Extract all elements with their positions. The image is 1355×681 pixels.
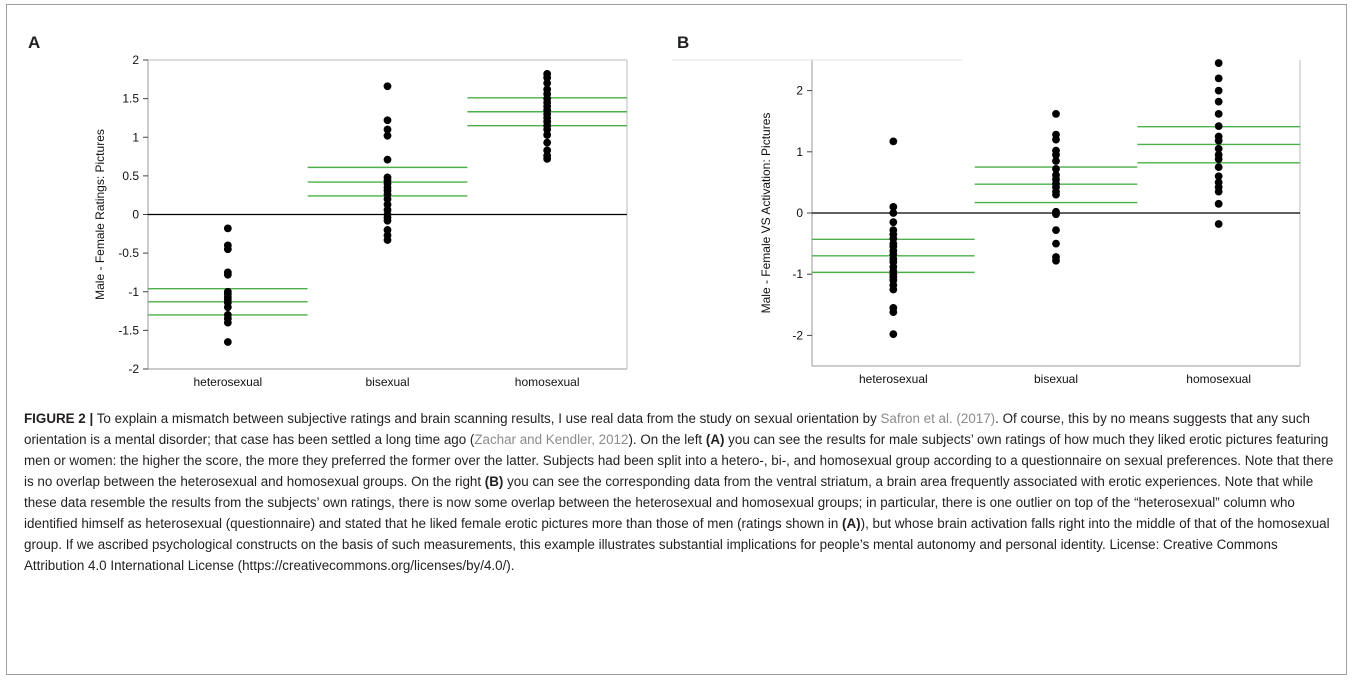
data-point — [383, 216, 392, 225]
figure-charts: 2 1.5 1 0.5 0 -0.5 -1 -1.5 -2 Male - Female Ratin… — [93, 53, 1301, 389]
data-point — [383, 82, 392, 91]
data-point — [1214, 74, 1223, 83]
panel-label-b: B — [677, 33, 690, 52]
data-point — [1214, 172, 1223, 181]
y-tick-label: 1.5 — [122, 92, 139, 106]
data-point — [223, 318, 232, 327]
data-point — [1214, 220, 1223, 228]
y-tick-label: -1 — [792, 267, 803, 281]
data-point — [383, 155, 392, 164]
data-point — [1214, 97, 1223, 106]
x-tick-label: heterosexual — [193, 375, 262, 389]
data-point — [543, 125, 552, 134]
caption-citation-zachar[interactable]: Zachar and Kendler, 2012 — [474, 432, 629, 447]
figure-caption: FIGURE 2 | To explain a mismatch between… — [24, 408, 1336, 576]
y-tick-label: -1.5 — [118, 323, 139, 337]
data-point — [889, 137, 898, 146]
data-point — [1214, 163, 1223, 172]
chart-a: 2 1.5 1 0.5 0 -0.5 -1 -1.5 -2 Male - Female Ratin… — [93, 53, 628, 389]
data-point — [383, 195, 392, 203]
data-point — [1052, 210, 1060, 219]
data-point — [1214, 86, 1223, 95]
y-tick-label: -0.5 — [118, 246, 139, 260]
data-point — [383, 226, 392, 234]
chart-b: 2 1 0 -1 -2 Male - Female VS Activation: Pict… — [672, 59, 1301, 386]
caption-citation-safron[interactable]: Safron et al. (2017) — [880, 411, 996, 426]
y-axis-label: Male - Female Ratings: Pictures — [93, 129, 107, 300]
data-point — [889, 330, 898, 339]
x-tick-label: homosexual — [1186, 372, 1251, 386]
data-point — [1052, 109, 1060, 118]
data-point — [383, 236, 392, 244]
data-point — [1214, 199, 1223, 208]
data-point — [383, 200, 392, 209]
data-point — [1052, 135, 1060, 144]
caption-text-2: . Of course, this by no means suggests t… — [24, 411, 1310, 447]
data-point — [223, 338, 232, 346]
data-point — [1214, 187, 1223, 196]
data-point — [383, 131, 392, 140]
y-tick-label: 1 — [796, 145, 803, 159]
data-point — [1052, 157, 1060, 165]
caption-text-1: To explain a mismatch between subjective… — [93, 411, 881, 426]
x-tick-label: bisexual — [365, 375, 409, 389]
caption-text-6: ), but whose brain activation falls righ… — [24, 516, 1330, 573]
y-tick-label: 2 — [796, 84, 803, 98]
data-point — [889, 285, 898, 294]
y-tick-label: 0 — [796, 206, 803, 220]
data-point — [223, 303, 232, 312]
caption-text-4: you can see the results for male subject… — [24, 432, 1334, 489]
y-tick-label: 1 — [132, 130, 139, 144]
caption-label: FIGURE 2 | — [24, 411, 94, 426]
data-point — [1052, 239, 1060, 248]
data-point — [889, 308, 898, 317]
data-point — [543, 146, 552, 155]
data-point — [1214, 59, 1223, 67]
data-point — [1052, 165, 1060, 173]
caption-ref-a-second: (A) — [842, 516, 861, 531]
data-point — [223, 245, 232, 254]
data-point — [1214, 144, 1223, 153]
y-tick-label: 2 — [132, 53, 139, 67]
data-point — [1214, 155, 1223, 164]
data-point — [223, 270, 232, 279]
x-tick-label: bisexual — [1034, 372, 1078, 386]
data-point — [889, 218, 898, 227]
data-point — [543, 79, 552, 88]
data-point — [383, 116, 392, 125]
data-point — [543, 154, 552, 163]
data-point — [223, 224, 232, 233]
y-tick-label: -2 — [792, 328, 803, 342]
data-point — [1214, 109, 1223, 118]
y-tick-label: 0 — [132, 208, 139, 222]
data-point — [1052, 150, 1060, 159]
x-tick-label: homosexual — [515, 375, 580, 389]
data-point — [1214, 122, 1223, 130]
data-point — [1214, 136, 1223, 145]
caption-text-5: you can see the corresponding data from … — [24, 474, 1314, 531]
data-point — [543, 131, 552, 139]
data-point — [889, 209, 898, 217]
y-tick-label: 0.5 — [122, 169, 139, 183]
caption-ref-a: (A) — [705, 432, 725, 447]
data-point — [543, 73, 552, 82]
y-axis-label: Male - Female VS Activation: Pictures — [759, 113, 773, 314]
caption-text-3: ). On the left — [628, 432, 706, 447]
y-tick-label: -2 — [128, 362, 139, 376]
data-point — [383, 125, 392, 134]
data-point — [1052, 226, 1060, 235]
y-tick-label: -1 — [128, 285, 139, 299]
x-tick-label: heterosexual — [859, 372, 928, 386]
data-point — [543, 138, 552, 147]
caption-ref-b: (B) — [484, 474, 504, 489]
data-point — [1052, 190, 1060, 199]
data-point — [1052, 256, 1060, 265]
figure-frame — [6, 4, 1347, 675]
panel-label-a: A — [28, 33, 41, 52]
data-point — [889, 202, 898, 211]
